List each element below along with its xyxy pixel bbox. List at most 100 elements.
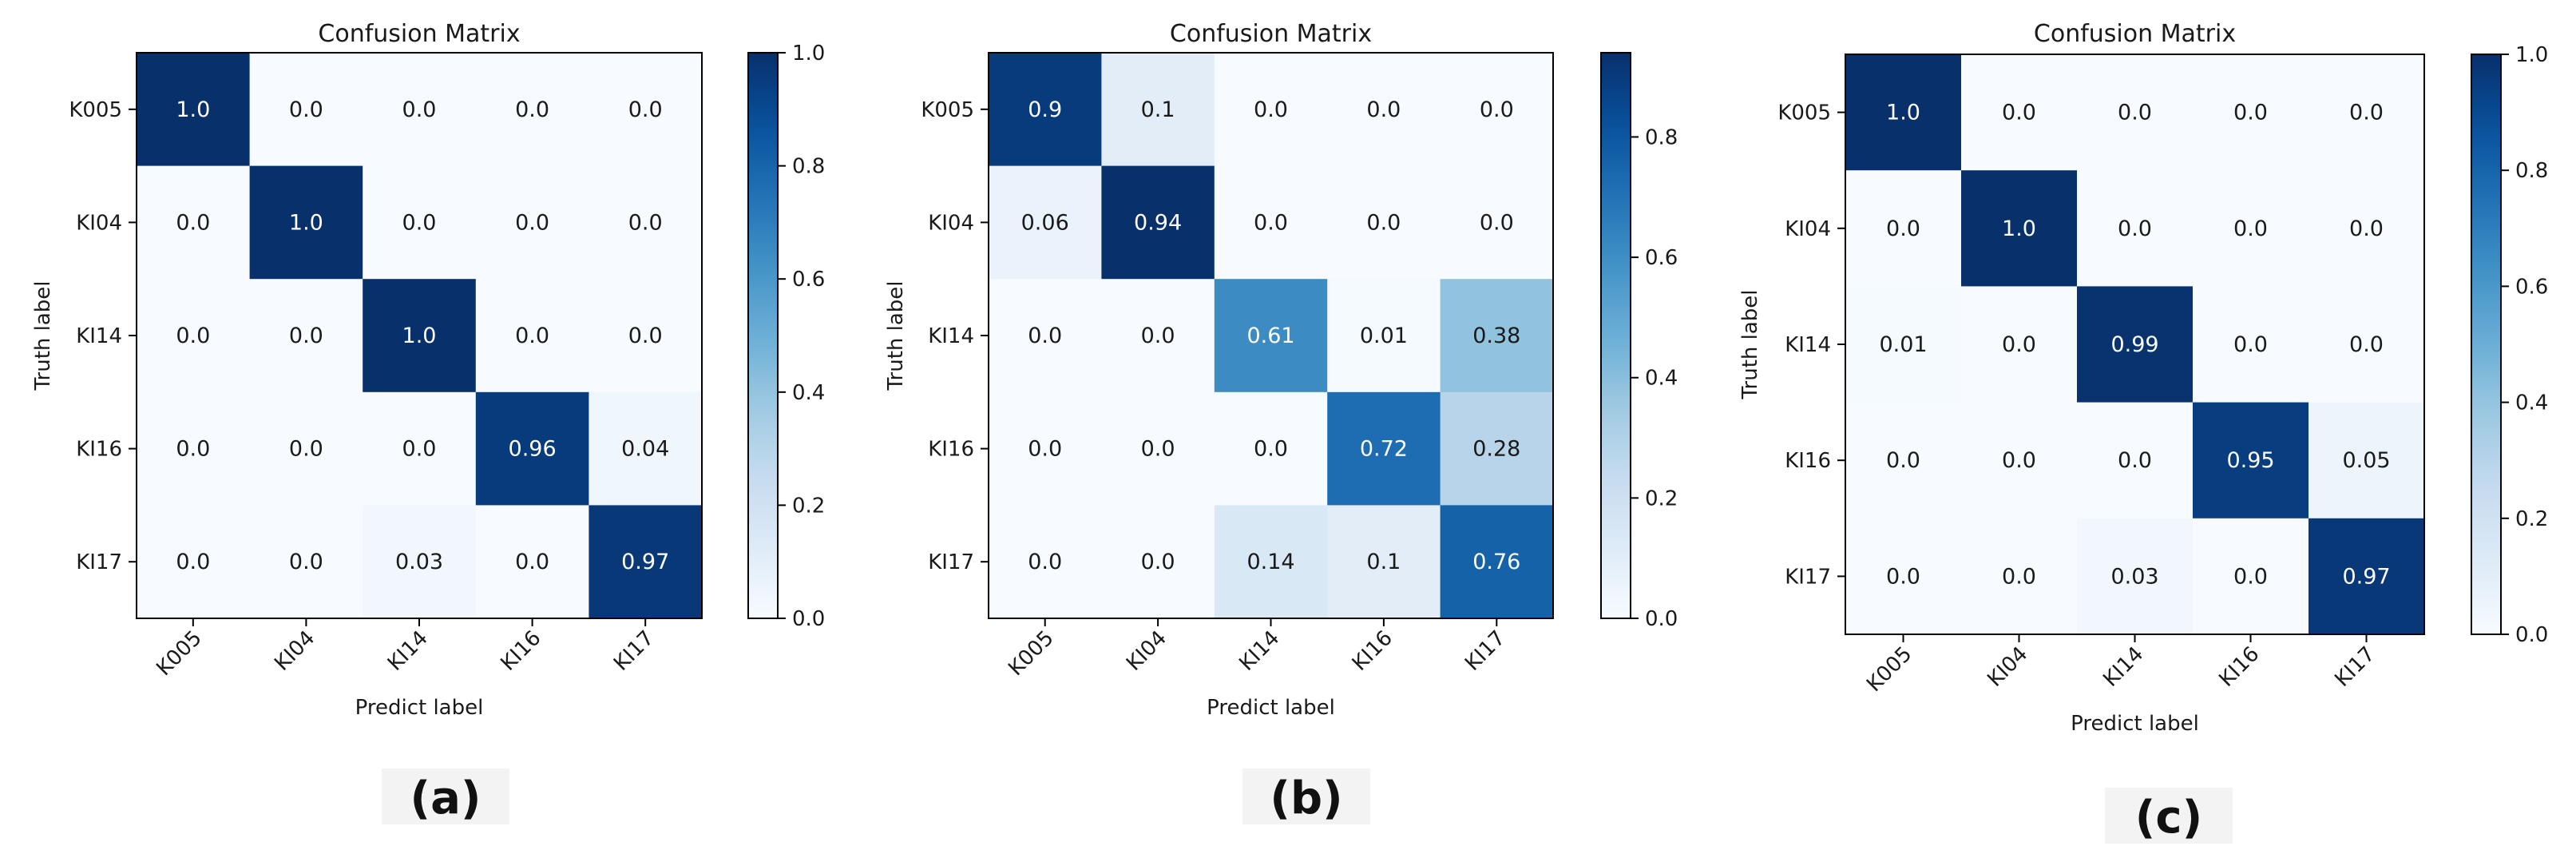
cell-value-label: 0.0 (176, 210, 210, 235)
x-tick-label: KI16 (496, 626, 545, 676)
heatmap-cell (1327, 279, 1441, 393)
panel-label: (c) (2135, 792, 2202, 844)
cell-value-label: 0.0 (1141, 324, 1175, 348)
x-tick-label: KI04 (1983, 642, 2032, 692)
cell-value-label: 0.72 (1360, 437, 1408, 462)
heatmap-cell (1214, 279, 1328, 393)
cell-value-label: 0.1 (1366, 550, 1401, 574)
cell-value-label: 0.0 (176, 437, 210, 462)
x-tick-label: KI14 (383, 626, 433, 676)
cell-value-label: 0.76 (1472, 550, 1520, 574)
cell-value-label: 0.0 (1886, 216, 1920, 241)
cell-value-label: 0.03 (2110, 564, 2158, 589)
heatmap-cell (2308, 402, 2425, 519)
heatmap-cell (1327, 505, 1441, 619)
cell-value-label: 0.61 (1246, 324, 1294, 348)
cell-value-label: 0.0 (628, 210, 663, 235)
x-axis-label: Predict label (2071, 712, 2199, 736)
cell-value-label: 0.0 (628, 324, 663, 348)
x-tick-label: KI17 (609, 626, 659, 676)
heatmap-cell (249, 391, 363, 506)
cell-value-label: 0.0 (402, 210, 437, 235)
cell-value-label: 0.0 (289, 437, 323, 462)
heatmap-cell (1101, 391, 1215, 506)
heatmap-cell (989, 165, 1102, 280)
cell-value-label: 1.0 (1886, 101, 1920, 125)
colorbar-tick-label: 0.2 (2515, 507, 2548, 531)
x-tick-label: KI16 (2214, 642, 2264, 692)
heatmap-cell (249, 505, 363, 619)
y-tick-label: KI17 (1785, 565, 1831, 589)
y-axis-label: Truth label (884, 280, 908, 391)
cell-value-label: 0.0 (1886, 448, 1920, 473)
cell-value-label: 0.0 (176, 324, 210, 348)
colorbar-tick-label: 0.4 (1645, 367, 1678, 391)
cell-value-label: 0.0 (2118, 448, 2152, 473)
cell-value-label: 0.0 (289, 550, 323, 574)
heatmap-cell (1327, 165, 1441, 280)
cell-value-label: 0.0 (2002, 332, 2036, 357)
heatmap-cell (2308, 286, 2425, 403)
colorbar-tick-label: 0.8 (792, 155, 825, 179)
panel-label: (a) (410, 773, 482, 824)
heatmap-cell (475, 279, 589, 393)
chart-title: Confusion Matrix (318, 20, 520, 48)
heatmap-cell (137, 53, 251, 167)
y-tick-label: KI14 (928, 324, 974, 348)
cell-value-label: 1.0 (289, 210, 323, 235)
colorbar-tick-label: 0.6 (1645, 246, 1678, 270)
cell-value-label: 0.0 (176, 550, 210, 574)
cell-value-label: 0.0 (2002, 101, 2036, 125)
heatmap-cell (1327, 391, 1441, 506)
chart-title: Confusion Matrix (1170, 20, 1372, 48)
colorbar-tick-label: 0.4 (2515, 391, 2548, 415)
x-tick-label: KI14 (2098, 642, 2148, 692)
cell-value-label: 0.0 (1254, 97, 1288, 122)
heatmap-cell (2077, 402, 2194, 519)
heatmap-cell (363, 279, 477, 393)
heatmap-cell (2077, 518, 2194, 635)
cell-value-label: 0.0 (2233, 216, 2268, 241)
cell-value-label: 0.28 (1472, 437, 1520, 462)
heatmap-cell (2193, 170, 2309, 287)
x-axis-label: Predict label (1207, 696, 1335, 720)
colorbar-tick-label: 0.6 (792, 268, 825, 292)
colorbar-tick-label: 0.0 (792, 607, 825, 631)
cell-value-label: 0.01 (1879, 332, 1927, 357)
cell-value-label: 0.0 (2002, 448, 2036, 473)
cell-value-label: 1.0 (402, 324, 437, 348)
heatmap-cell (1214, 391, 1328, 506)
y-tick-label: K005 (921, 98, 974, 122)
panel-label: (b) (1270, 773, 1342, 824)
x-tick-label: KI17 (2330, 642, 2380, 692)
cell-value-label: 0.0 (515, 97, 549, 122)
y-tick-label: KI04 (76, 211, 122, 235)
cell-value-label: 0.1 (1141, 97, 1175, 122)
confusion-matrix-panel: Confusion Matrix 1.0 0.0 0.0 0.0 0.0 0.0 1.0 0.0… (1738, 20, 2548, 844)
heatmap-cell (2308, 518, 2425, 635)
heatmap-cell (137, 505, 251, 619)
heatmap-cell (2193, 402, 2309, 519)
chart-title: Confusion Matrix (2034, 20, 2236, 48)
cell-value-label: 0.0 (1141, 550, 1175, 574)
panel-label-background (382, 769, 509, 824)
heatmap-cell (363, 505, 477, 619)
heatmap-cell (137, 279, 251, 393)
heatmap-cell (2193, 54, 2309, 171)
cell-value-label: 0.94 (1134, 210, 1182, 235)
heatmap-cell (1214, 505, 1328, 619)
colorbar-tick-label: 1.0 (792, 42, 825, 66)
colorbar-tick-label: 0.2 (792, 494, 825, 518)
heatmap-cell (363, 391, 477, 506)
colorbar-tick-label: 0.0 (1645, 607, 1678, 631)
heatmap-cell (1440, 505, 1554, 619)
heatmap-cell (1961, 402, 2078, 519)
heatmap-cell (475, 505, 589, 619)
cell-value-label: 0.0 (2349, 332, 2384, 357)
cell-value-label: 0.0 (515, 550, 549, 574)
heatmap-cell (1845, 54, 1962, 171)
confusion-matrix-panel: Confusion Matrix 0.9 0.1 0.0 0.0 0.0 0.06 0.94 0… (884, 20, 1678, 824)
cell-value-label: 1.0 (176, 97, 210, 122)
heatmap-cell (1845, 402, 1962, 519)
